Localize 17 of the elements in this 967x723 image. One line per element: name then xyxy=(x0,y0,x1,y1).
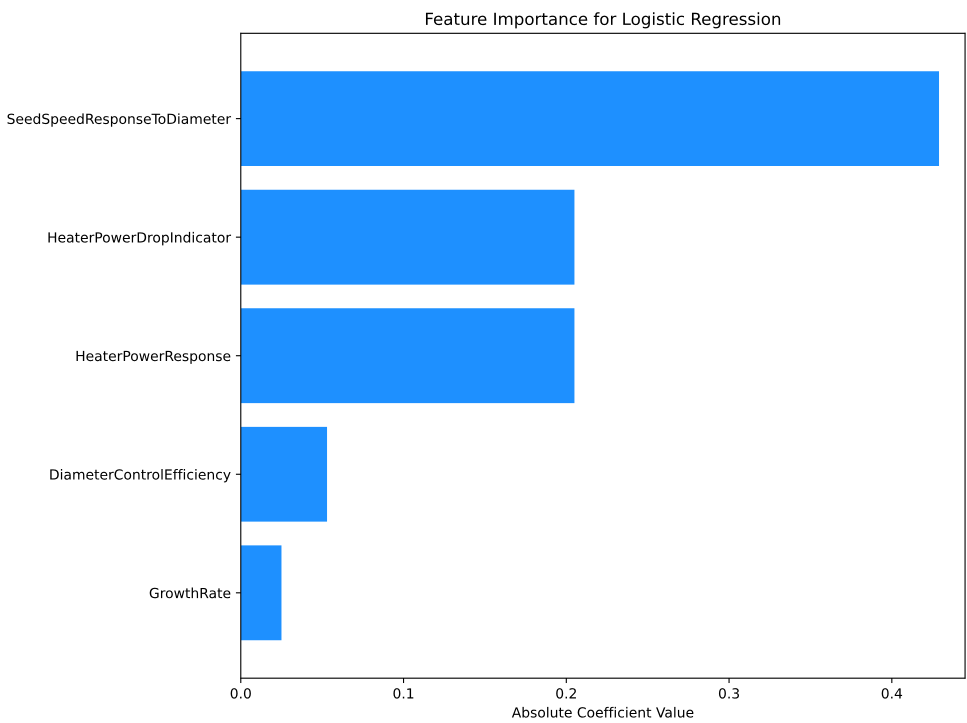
y-tick-label: GrowthRate xyxy=(150,588,230,598)
bar xyxy=(240,190,574,285)
y-tick-label: DiameterControlEfficiency xyxy=(50,468,231,482)
chart-title: Feature Importance for Logistic Regression xyxy=(426,12,780,28)
bar xyxy=(240,308,574,404)
x-tick-label: 0.0 xyxy=(230,688,251,699)
y-tick-label: HeaterPowerResponse xyxy=(76,350,230,364)
x-tick-label: 0.2 xyxy=(556,688,576,699)
bar xyxy=(240,426,328,522)
x-tick-label: 0.4 xyxy=(882,688,902,699)
bar xyxy=(240,545,282,640)
y-tick-label: SeedSpeedResponseToDiameter xyxy=(8,113,232,127)
bar xyxy=(240,71,940,166)
x-tick-label: 0.1 xyxy=(393,688,414,699)
x-axis-title: Absolute Coefficient Value xyxy=(512,706,694,718)
x-tick-label: 0.3 xyxy=(718,688,739,699)
y-tick-label: HeaterPowerDropIndicator xyxy=(48,232,232,246)
